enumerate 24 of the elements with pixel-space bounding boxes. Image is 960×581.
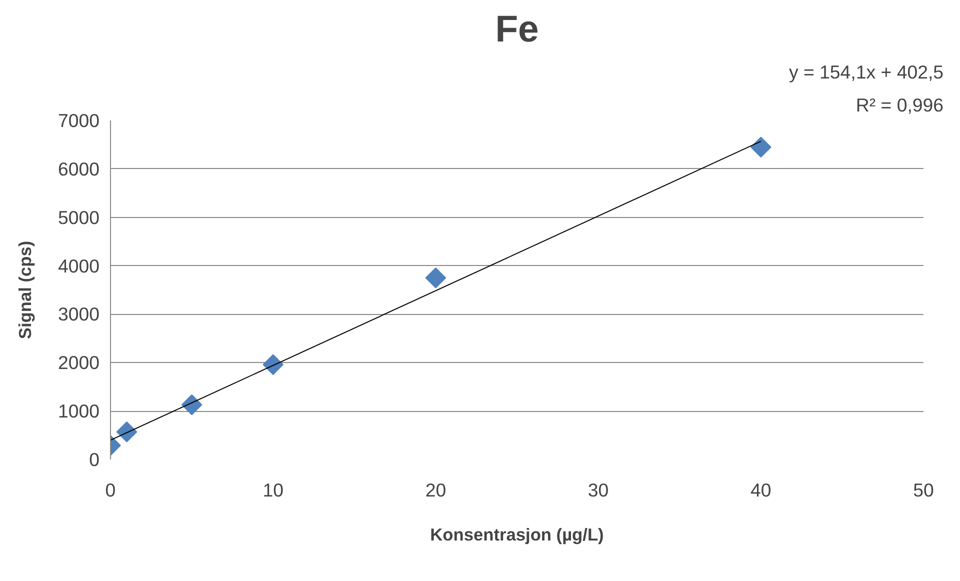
chart-title: Fe: [495, 8, 539, 50]
x-tick-label: 20: [425, 480, 446, 500]
x-tick-label: 10: [262, 480, 284, 500]
y-tick-label: 6000: [58, 158, 100, 180]
y-tick-label: 5000: [58, 206, 100, 228]
text: y = 154,1x + 402,5: [788, 62, 944, 82]
y-tick-label: 2000: [58, 352, 100, 374]
y-tick-label: 7000: [58, 110, 100, 131]
x-tick-label: 40: [750, 480, 772, 500]
y-tick-label: 1000: [58, 400, 100, 422]
point: [181, 394, 202, 416]
point: [262, 354, 284, 375]
y-axis-title: Signal (cps): [14, 240, 35, 340]
y-tick-label: 4000: [58, 255, 100, 276]
y-tick-label: 0: [89, 449, 100, 470]
x-tick-label: 0: [105, 480, 116, 500]
point: [425, 267, 446, 288]
point: [750, 136, 772, 158]
x-tick-label: 30: [588, 480, 609, 500]
x-tick-label: 50: [913, 480, 934, 500]
x-axis-title: Konsentrasjon (µg/L): [430, 524, 604, 544]
y-tick-label: 3000: [58, 304, 100, 325]
point: [116, 421, 138, 442]
text: R² = 0,996: [856, 94, 944, 116]
